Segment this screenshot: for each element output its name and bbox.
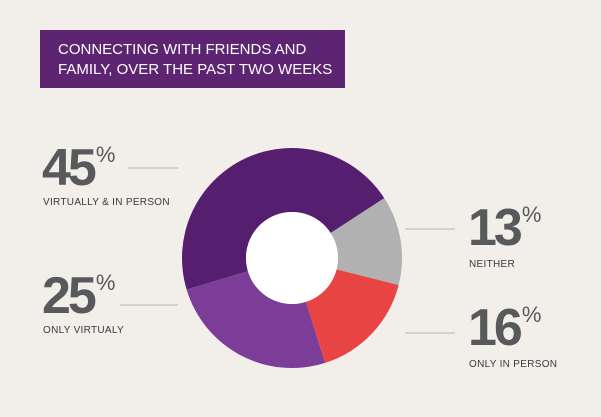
unit-label: % <box>96 142 116 167</box>
donut-slice <box>330 198 402 286</box>
title-line: CONNECTING WITH FRIENDS AND <box>58 41 307 58</box>
value-label: 25 <box>42 267 96 325</box>
donut-slice <box>186 271 326 368</box>
category-label: NEITHER <box>469 259 515 270</box>
unit-label: % <box>522 202 542 227</box>
unit-label: % <box>96 270 116 295</box>
donut-slice <box>305 269 399 363</box>
value-label: 16 <box>468 299 522 357</box>
unit-label: % <box>522 302 542 327</box>
category-label: ONLY VIRTUALY <box>43 325 124 336</box>
donut-hole <box>246 212 338 304</box>
title-line: FAMILY, OVER THE PAST TWO WEEKS <box>58 61 332 78</box>
category-label: ONLY IN PERSON <box>469 359 557 370</box>
category-label: VIRTUALLY & IN PERSON <box>43 197 170 208</box>
title-box <box>40 30 345 88</box>
value-label: 45 <box>42 139 96 197</box>
donut-slice <box>182 148 385 290</box>
value-label: 13 <box>468 199 522 257</box>
